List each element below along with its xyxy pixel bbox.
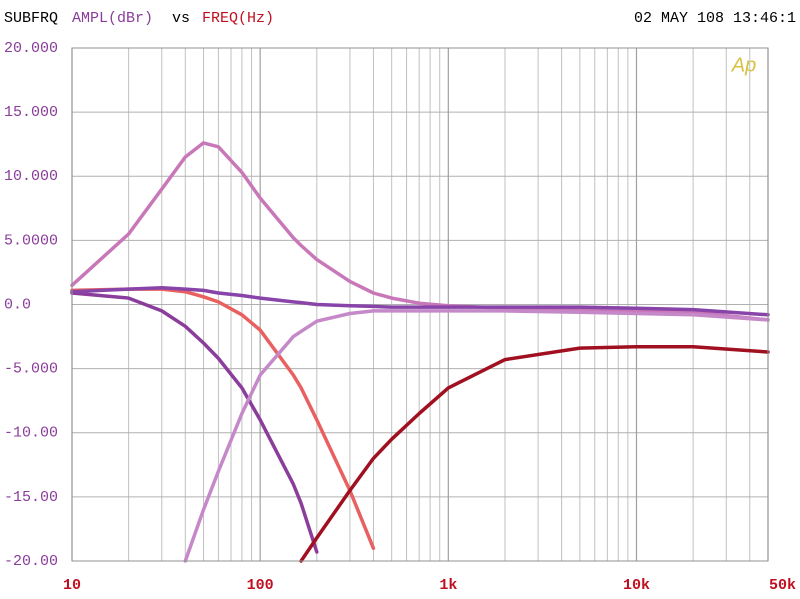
title-prefix: SUBFRQ xyxy=(4,10,58,27)
y-tick-label: 5.0000 xyxy=(4,232,58,249)
y-axis-label: AMPL(dBr) xyxy=(72,10,153,27)
series-line xyxy=(70,291,319,554)
x-tick-label: 50k xyxy=(769,577,796,594)
x-tick-label: 100 xyxy=(247,577,274,594)
x-tick-label: 10 xyxy=(63,577,81,594)
x-tick-label: 10k xyxy=(623,577,650,594)
series-line xyxy=(70,286,770,317)
x-axis-label: FREQ(Hz) xyxy=(202,10,274,27)
y-tick-label: 15.000 xyxy=(4,104,58,121)
series-line xyxy=(70,141,770,322)
y-tick-label: -10.00 xyxy=(4,425,58,442)
timestamp: 02 MAY 108 13:46:1 xyxy=(634,10,796,27)
y-tick-label: -5.000 xyxy=(4,361,58,378)
logo: Ap xyxy=(731,54,756,76)
y-tick-label: -15.00 xyxy=(4,489,58,506)
y-tick-label: -20.00 xyxy=(4,553,58,570)
y-tick-label: 20.000 xyxy=(4,40,58,57)
plot-frame xyxy=(71,47,769,562)
title-vs: vs xyxy=(172,10,190,27)
y-tick-label: 10.000 xyxy=(4,168,58,185)
series-line xyxy=(183,309,770,563)
y-tick-label: 0.0 xyxy=(4,296,31,313)
series-line xyxy=(299,345,770,563)
x-tick-label: 1k xyxy=(439,577,457,594)
